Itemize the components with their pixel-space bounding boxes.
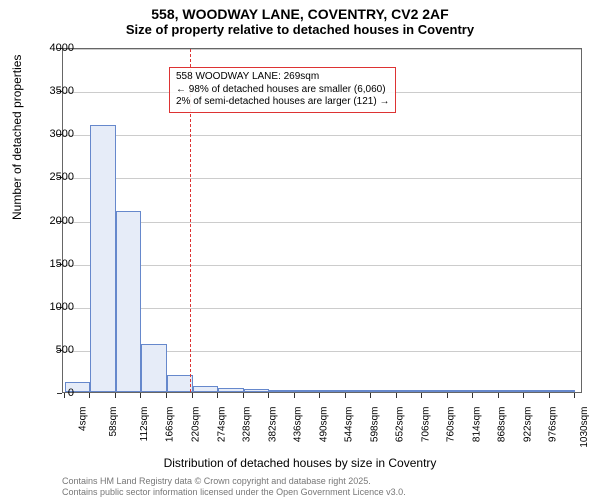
y-tick-label: 1000 <box>50 301 74 313</box>
histogram-bar <box>167 375 193 392</box>
y-tick-label: 2500 <box>50 171 74 183</box>
x-tick-label: 814sqm <box>471 407 482 443</box>
title-sub: Size of property relative to detached ho… <box>0 22 600 41</box>
x-tick-label: 544sqm <box>344 407 355 443</box>
y-tick-label: 3500 <box>50 85 74 97</box>
gridline <box>63 135 581 136</box>
histogram-bar <box>397 390 423 392</box>
x-tick-label: 1030sqm <box>579 407 590 448</box>
histogram-bar <box>269 390 295 392</box>
x-tick-label: 112sqm <box>139 407 150 442</box>
y-tick-label: 2000 <box>50 215 74 227</box>
x-tick-label: 706sqm <box>420 407 431 443</box>
x-tick-label: 868sqm <box>497 407 508 443</box>
x-tick-label: 490sqm <box>318 407 329 443</box>
histogram-bar <box>295 390 321 392</box>
x-tick-label: 58sqm <box>108 407 119 437</box>
x-tick-mark <box>370 393 371 398</box>
histogram-bar <box>524 390 550 392</box>
x-tick-label: 922sqm <box>522 407 533 443</box>
annotation-line: 558 WOODWAY LANE: 269sqm <box>176 71 389 84</box>
x-tick-mark <box>549 393 550 398</box>
y-tick-label: 3000 <box>50 128 74 140</box>
x-tick-mark <box>523 393 524 398</box>
x-tick-mark <box>217 393 218 398</box>
x-tick-label: 652sqm <box>395 407 406 443</box>
x-tick-label: 382sqm <box>267 407 278 443</box>
x-tick-label: 976sqm <box>548 407 559 443</box>
x-tick-mark <box>243 393 244 398</box>
gridline <box>63 178 581 179</box>
x-tick-mark <box>396 393 397 398</box>
histogram-bar <box>371 390 397 392</box>
x-tick-mark <box>294 393 295 398</box>
x-tick-label: 598sqm <box>369 407 380 443</box>
gridline <box>63 49 581 50</box>
title-main: 558, WOODWAY LANE, COVENTRY, CV2 2AF <box>0 0 600 22</box>
y-axis-label: Number of detached properties <box>10 55 24 220</box>
footer-text: Contains HM Land Registry data © Crown c… <box>62 476 406 499</box>
histogram-bar <box>141 344 167 392</box>
x-tick-mark <box>472 393 473 398</box>
x-tick-mark <box>447 393 448 398</box>
footer-line1: Contains HM Land Registry data © Crown c… <box>62 476 406 487</box>
histogram-bar <box>193 386 219 392</box>
x-tick-label: 4sqm <box>77 407 88 431</box>
footer-line2: Contains public sector information licen… <box>62 487 406 498</box>
y-tick-label: 1500 <box>50 258 74 270</box>
x-tick-mark <box>574 393 575 398</box>
histogram-bar <box>422 390 448 392</box>
y-tick-label: 500 <box>56 344 74 356</box>
y-tick-label: 4000 <box>50 42 74 54</box>
histogram-bar <box>116 211 142 392</box>
x-tick-label: 328sqm <box>242 407 253 443</box>
histogram-bar <box>448 390 474 392</box>
x-tick-mark <box>345 393 346 398</box>
x-tick-label: 166sqm <box>165 407 176 443</box>
x-tick-mark <box>89 393 90 398</box>
x-tick-mark <box>166 393 167 398</box>
histogram-bar <box>473 390 499 392</box>
histogram-bar <box>218 388 244 392</box>
x-tick-mark <box>140 393 141 398</box>
x-tick-mark <box>268 393 269 398</box>
x-tick-label: 436sqm <box>293 407 304 443</box>
y-tick-label: 0 <box>68 387 74 399</box>
plot-wrapper: 558 WOODWAY LANE: 269sqm← 98% of detache… <box>62 48 582 393</box>
x-tick-mark <box>421 393 422 398</box>
x-tick-label: 760sqm <box>446 407 457 443</box>
plot-area: 558 WOODWAY LANE: 269sqm← 98% of detache… <box>62 48 582 393</box>
x-tick-mark <box>64 393 65 398</box>
histogram-bar <box>244 389 270 392</box>
x-tick-mark <box>192 393 193 398</box>
histogram-bar <box>499 390 525 392</box>
x-tick-label: 274sqm <box>216 407 227 443</box>
chart-container: 558, WOODWAY LANE, COVENTRY, CV2 2AF Siz… <box>0 0 600 500</box>
x-tick-mark <box>319 393 320 398</box>
x-tick-mark <box>498 393 499 398</box>
histogram-bar <box>90 125 116 392</box>
histogram-bar <box>550 390 576 392</box>
x-tick-mark <box>115 393 116 398</box>
x-tick-label: 220sqm <box>191 407 202 443</box>
annotation-box: 558 WOODWAY LANE: 269sqm← 98% of detache… <box>169 67 396 113</box>
x-axis-label: Distribution of detached houses by size … <box>0 456 600 470</box>
histogram-bar <box>320 390 346 392</box>
y-tick-mark <box>57 393 62 394</box>
annotation-line: ← 98% of detached houses are smaller (6,… <box>176 84 389 97</box>
annotation-line: 2% of semi-detached houses are larger (1… <box>176 96 389 109</box>
histogram-bar <box>346 390 372 392</box>
